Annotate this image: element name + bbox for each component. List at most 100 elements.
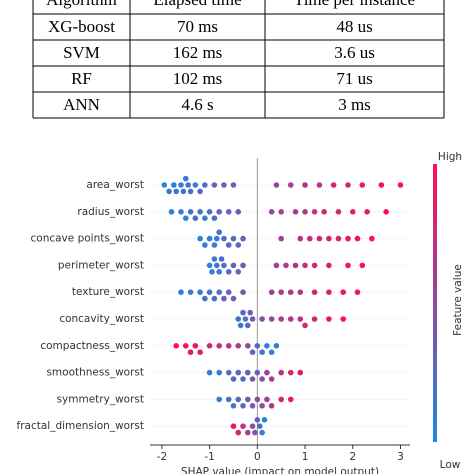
- dot: [240, 309, 246, 316]
- table-cell: RF: [71, 69, 92, 88]
- x-tick-label: -1: [204, 451, 214, 463]
- colorbar: [433, 164, 437, 442]
- dot: [268, 316, 275, 322]
- dot: [230, 262, 237, 269]
- dot: [211, 242, 218, 248]
- dot: [311, 289, 318, 296]
- table-cell: 102 ms: [173, 69, 223, 88]
- dot: [297, 289, 304, 296]
- dot: [197, 235, 203, 242]
- dot: [230, 403, 237, 409]
- dot: [235, 369, 242, 376]
- dot: [211, 256, 218, 262]
- dot: [268, 209, 275, 215]
- table-cell: ANN: [63, 95, 100, 114]
- table: Algorithm Elapsed time Time per instance XG…: [32, 0, 445, 119]
- dot: [287, 369, 294, 376]
- dot: [206, 209, 213, 215]
- x-tick-label: 0: [254, 451, 261, 463]
- dot: [225, 289, 232, 296]
- dot: [326, 235, 332, 242]
- dot: [297, 369, 304, 376]
- dot: [287, 396, 294, 403]
- dot: [197, 289, 203, 296]
- table-cell: XG-boost: [48, 17, 115, 36]
- dot: [225, 242, 232, 248]
- dot: [182, 215, 189, 221]
- dot: [259, 403, 265, 409]
- y-tick-label: concave points_worst: [31, 233, 145, 245]
- dot: [242, 316, 249, 322]
- dot: [244, 429, 251, 436]
- dot: [213, 235, 220, 242]
- dot: [211, 182, 218, 188]
- dot: [206, 262, 213, 269]
- dot: [178, 182, 184, 188]
- dot: [192, 182, 199, 188]
- dot: [311, 209, 318, 215]
- dot: [287, 182, 294, 188]
- dot: [278, 289, 284, 296]
- dot: [278, 209, 284, 215]
- dot: [292, 209, 299, 215]
- dot: [244, 396, 251, 403]
- dot: [335, 235, 342, 242]
- table-header: Algorithm: [46, 0, 117, 9]
- dot: [330, 182, 337, 188]
- dot: [369, 235, 375, 242]
- table-cell: SVM: [63, 43, 100, 62]
- dot: [230, 182, 237, 188]
- dot: [311, 262, 318, 269]
- dot: [254, 417, 261, 423]
- dot: [349, 209, 356, 215]
- dot: [225, 396, 232, 403]
- dot: [261, 417, 268, 423]
- dot: [264, 396, 270, 403]
- table-cell: 70 ms: [177, 17, 218, 36]
- y-tick-label: perimeter_worst: [58, 259, 144, 271]
- x-tick-label: 3: [397, 451, 404, 463]
- dot: [364, 209, 370, 215]
- dot: [240, 376, 246, 382]
- dot: [335, 209, 342, 215]
- dot: [383, 209, 389, 215]
- dot: [225, 269, 232, 275]
- dot: [225, 209, 232, 215]
- y-tick-label: fractal_dimension_worst: [17, 420, 145, 432]
- dot: [278, 316, 284, 322]
- dot: [268, 289, 275, 296]
- dot: [216, 369, 222, 376]
- dot: [345, 182, 351, 188]
- dot: [278, 235, 284, 242]
- dot: [221, 235, 227, 242]
- dot: [340, 289, 347, 296]
- dot: [247, 309, 253, 316]
- dot: [216, 209, 222, 215]
- dot: [230, 376, 237, 382]
- dot: [202, 182, 208, 188]
- dot: [254, 343, 261, 349]
- dot: [206, 235, 213, 242]
- dot: [287, 289, 294, 296]
- dot: [221, 262, 227, 269]
- dot: [235, 242, 242, 248]
- dot: [221, 295, 227, 302]
- dot: [182, 343, 189, 349]
- dot: [326, 289, 332, 296]
- dot: [192, 343, 199, 349]
- dot: [259, 376, 265, 382]
- dot: [235, 269, 242, 275]
- dot: [206, 289, 213, 296]
- table-header: Time per instance: [294, 0, 415, 9]
- dot: [254, 369, 261, 376]
- dot: [359, 182, 366, 188]
- dot: [302, 262, 308, 269]
- dot: [206, 369, 213, 376]
- y-tick-label: texture_worst: [72, 286, 144, 298]
- dot: [173, 188, 180, 195]
- dot: [235, 209, 242, 215]
- dot: [326, 262, 332, 269]
- dot: [225, 343, 232, 349]
